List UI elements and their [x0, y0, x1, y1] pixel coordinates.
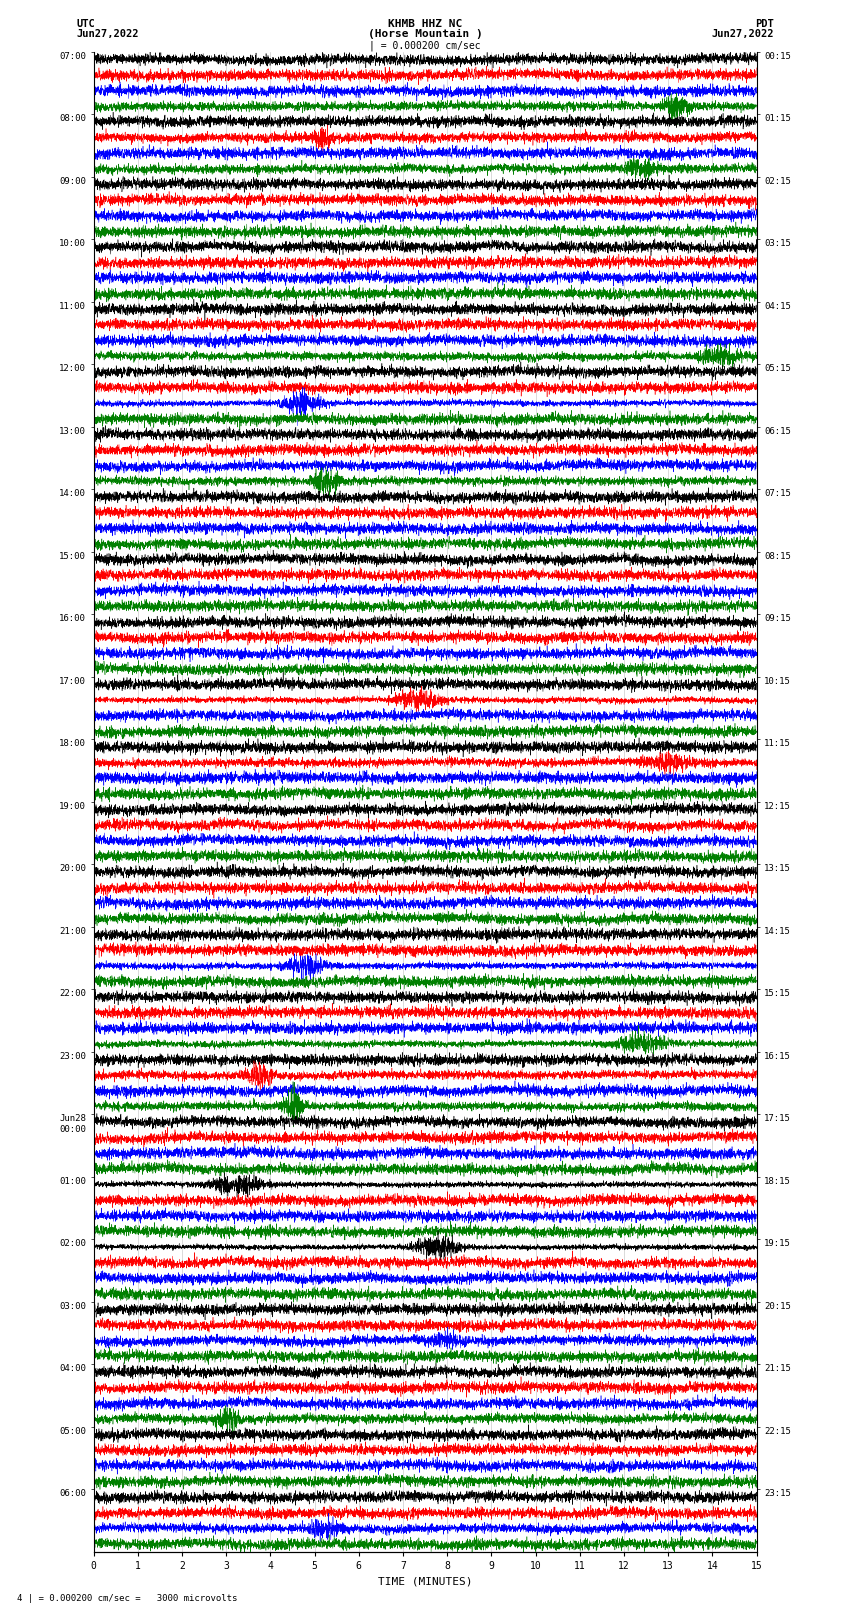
- Text: PDT: PDT: [755, 19, 774, 29]
- Text: | = 0.000200 cm/sec: | = 0.000200 cm/sec: [369, 40, 481, 52]
- Text: UTC: UTC: [76, 19, 95, 29]
- Text: Jun27,2022: Jun27,2022: [711, 29, 774, 39]
- X-axis label: TIME (MINUTES): TIME (MINUTES): [377, 1576, 473, 1586]
- Text: 4 | = 0.000200 cm/sec =   3000 microvolts: 4 | = 0.000200 cm/sec = 3000 microvolts: [17, 1594, 237, 1603]
- Text: (Horse Mountain ): (Horse Mountain ): [367, 29, 483, 39]
- Text: KHMB HHZ NC: KHMB HHZ NC: [388, 19, 462, 29]
- Text: Jun27,2022: Jun27,2022: [76, 29, 139, 39]
